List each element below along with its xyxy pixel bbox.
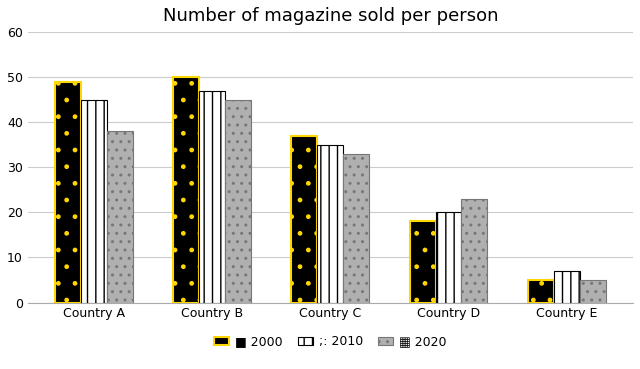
Legend: ■ 2000, ;: 2010, ▦ 2020: ■ 2000, ;: 2010, ▦ 2020	[209, 331, 452, 354]
Bar	[317, 145, 344, 303]
Bar	[108, 131, 133, 303]
Bar	[410, 221, 435, 303]
Bar	[344, 154, 369, 303]
Bar	[291, 136, 317, 303]
Bar	[554, 271, 580, 303]
Bar	[173, 77, 200, 303]
Bar	[461, 199, 488, 303]
Bar	[527, 280, 554, 303]
Bar	[81, 100, 108, 303]
Bar	[200, 91, 225, 303]
Bar	[435, 213, 461, 303]
Title: Number of magazine sold per person: Number of magazine sold per person	[163, 7, 498, 25]
Bar	[225, 100, 252, 303]
Bar	[580, 280, 605, 303]
Bar	[55, 82, 81, 303]
